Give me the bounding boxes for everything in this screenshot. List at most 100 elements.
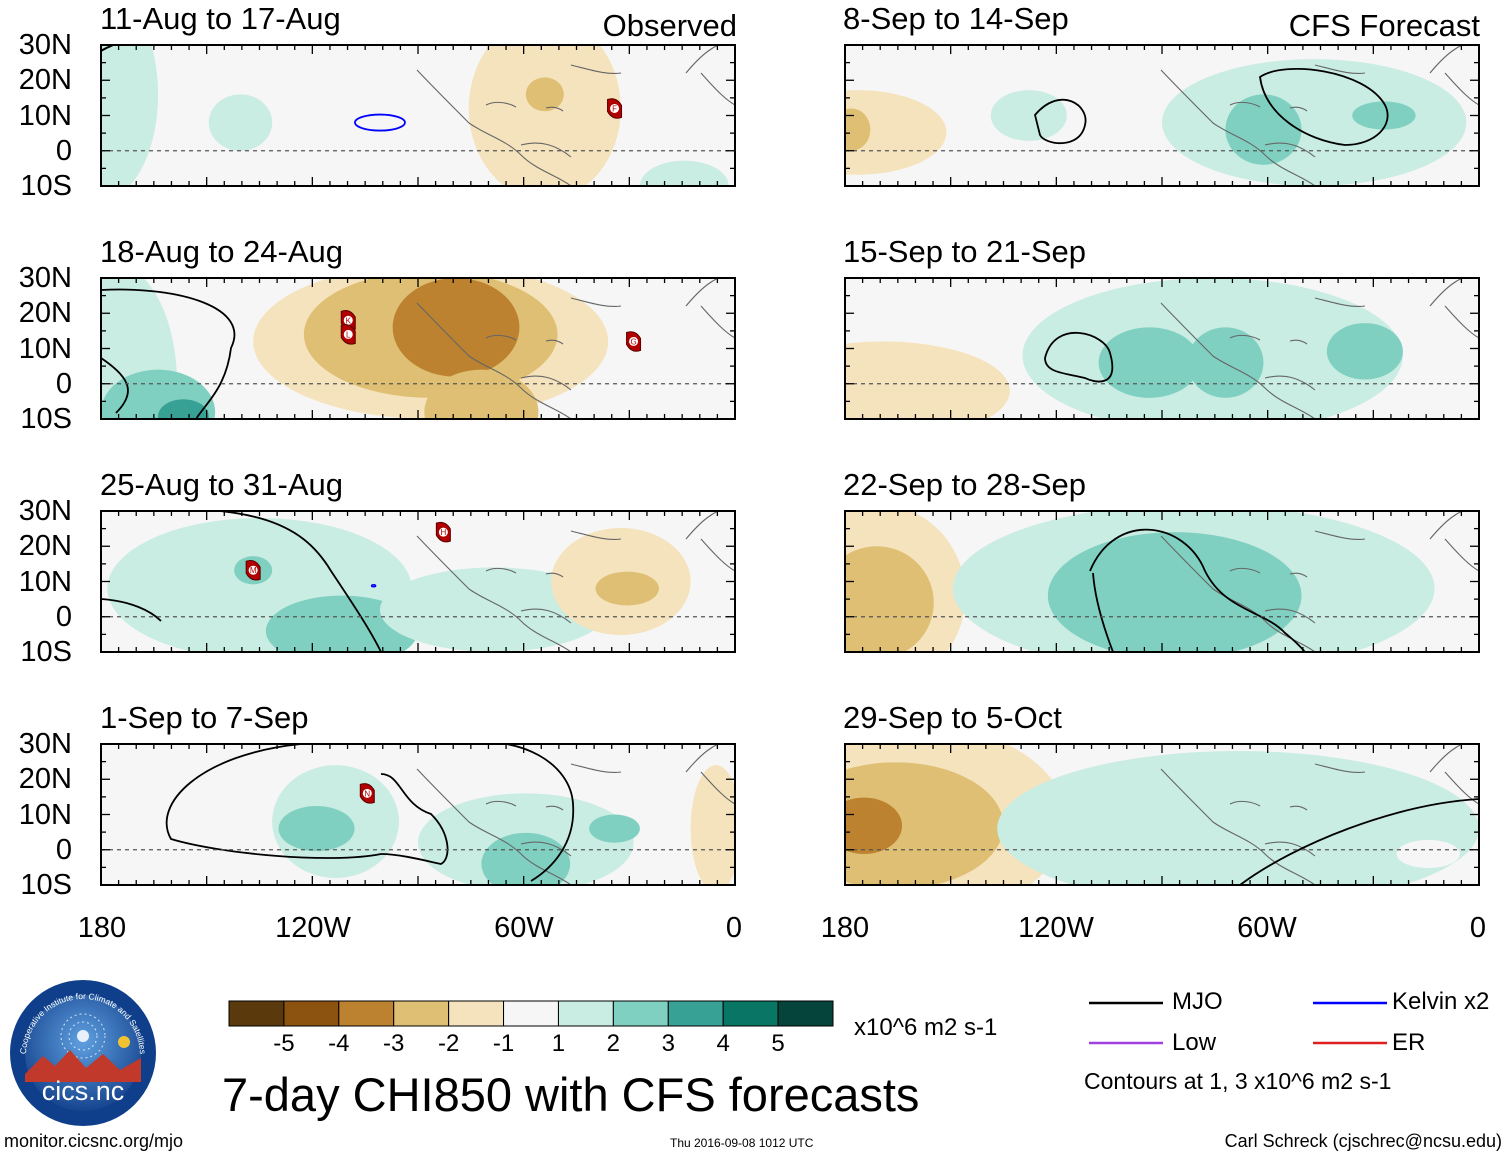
colorbar-swatch xyxy=(228,1000,285,1027)
panel-title-4: 1-Sep to 7-Sep xyxy=(100,700,309,735)
mjo-contour xyxy=(1092,572,1114,652)
panel-title-6: 15-Sep to 21-Sep xyxy=(843,234,1087,269)
coastline xyxy=(416,278,735,419)
lat-label: 0 xyxy=(55,134,72,167)
hurricane-H: H xyxy=(435,521,451,543)
forecast-label: CFS Forecast xyxy=(1288,8,1480,43)
mjo-contour xyxy=(1089,528,1306,652)
panel-title-7: 22-Sep to 28-Sep xyxy=(843,467,1087,502)
hurricane-L: L xyxy=(340,324,356,345)
observed-label: Observed xyxy=(602,8,737,43)
colorbar-tick-label: 2 xyxy=(606,1030,621,1057)
colorbar-tick-label: -3 xyxy=(383,1030,405,1057)
legend-contour-note: Contours at 1, 3 x10^6 m2 s-1 xyxy=(1084,1068,1392,1094)
coastline xyxy=(1160,511,1479,652)
colorbar-swatch xyxy=(338,1000,395,1027)
colorbar-swatch xyxy=(448,1000,505,1027)
legend-lines xyxy=(1089,1001,1387,1045)
lat-label: 0 xyxy=(55,600,72,633)
colorbar-swatch xyxy=(283,1000,340,1027)
lat-label: 30N xyxy=(18,728,72,760)
map-panel-1 xyxy=(100,44,736,187)
mjo-contour xyxy=(101,357,129,414)
mjo-contour xyxy=(101,598,162,622)
lat-label: 10N xyxy=(18,798,72,831)
hurricane-letter: K xyxy=(346,316,352,325)
hurricane-letter: G xyxy=(630,337,636,346)
kelvin-contour xyxy=(370,583,377,588)
panel-title-5: 8-Sep to 14-Sep xyxy=(843,1,1069,36)
panel-title-3: 25-Aug to 31-Aug xyxy=(100,467,344,502)
panel-title-8: 29-Sep to 5-Oct xyxy=(843,700,1062,735)
lat-label: 20N xyxy=(18,64,72,97)
lat-label: 10S xyxy=(20,403,72,435)
coastline xyxy=(1160,278,1479,419)
lat-label: 20N xyxy=(18,297,72,330)
lat-label: 10N xyxy=(18,332,72,365)
colorbar-swatch xyxy=(503,1000,559,1027)
colorbar-tick-label: -5 xyxy=(273,1030,295,1057)
map-panel-5 xyxy=(844,44,1480,187)
map-panel-6 xyxy=(844,277,1480,420)
hurricane-G: G xyxy=(626,331,642,352)
hurricane-letter: N xyxy=(364,789,370,798)
colorbar-swatch xyxy=(722,1000,779,1027)
mjo-contour xyxy=(165,744,449,865)
coastline xyxy=(1160,744,1479,885)
lon-label-120w-left: 120W xyxy=(275,912,351,944)
colorbar-swatch xyxy=(557,1000,614,1027)
chi850-anomaly-field xyxy=(101,511,735,652)
colorbar-tick-label: -2 xyxy=(437,1030,460,1057)
mjo-contour xyxy=(101,288,236,419)
lat-label: 30N xyxy=(18,262,72,294)
colorbar xyxy=(228,1000,834,1027)
chi850-anomaly-field xyxy=(845,45,1479,186)
colorbar-tick-label: 5 xyxy=(771,1030,785,1057)
lat-label: 10S xyxy=(20,869,72,901)
lon-label-0-right: 0 xyxy=(1469,912,1487,944)
legend-kelvin: Kelvin x2 xyxy=(1392,988,1490,1015)
kelvin-contour xyxy=(354,113,406,132)
coastline xyxy=(416,744,735,885)
lon-label-180-right: 180 xyxy=(820,912,870,944)
legend-mjo: MJO xyxy=(1172,988,1223,1015)
legend-er: ER xyxy=(1392,1029,1426,1056)
lon-label-60w-left: 60W xyxy=(494,912,554,944)
hurricane-F: F xyxy=(607,98,623,119)
colorbar-tick-label: 1 xyxy=(551,1030,566,1057)
colorbar-swatch xyxy=(393,1000,450,1027)
hurricane-M: M xyxy=(245,559,261,581)
colorbar-tick-label: -1 xyxy=(492,1030,515,1057)
colorbar-tick-label: -4 xyxy=(328,1030,350,1057)
colorbar-swatch xyxy=(612,1000,669,1027)
lat-label: 0 xyxy=(55,367,72,400)
lon-label-60w-right: 60W xyxy=(1237,912,1297,944)
colorbar-tick-label: 4 xyxy=(716,1030,730,1057)
logo-text: cics.nc xyxy=(42,1076,125,1106)
map-panel-8 xyxy=(844,743,1480,886)
mjo-contour xyxy=(1044,331,1114,383)
cics-logo: cics.nc Cooperative Institute for Climat… xyxy=(10,980,156,1126)
lon-label-180-left: 180 xyxy=(77,912,127,944)
mjo-contour xyxy=(1034,98,1087,145)
lat-label: 20N xyxy=(18,530,72,563)
coastline xyxy=(1160,45,1479,186)
footer-author: Carl Schreck (cjschrec@ncsu.edu) xyxy=(1224,1131,1502,1151)
panel-title-1: 11-Aug to 17-Aug xyxy=(100,1,341,36)
hurricane-letter: L xyxy=(346,330,351,339)
panel-title-2: 18-Aug to 24-Aug xyxy=(100,234,344,269)
colorbar-units: x10^6 m2 s-1 xyxy=(854,1014,998,1041)
main-title: 7-day CHI850 with CFS forecasts xyxy=(222,1068,920,1121)
legend-low: Low xyxy=(1172,1029,1217,1056)
mjo-contour xyxy=(101,511,382,652)
coastline xyxy=(416,511,735,652)
mjo-contour xyxy=(1239,798,1479,885)
lat-label: 30N xyxy=(18,29,72,61)
chi850-anomaly-field xyxy=(845,511,1479,652)
hurricane-N: N xyxy=(359,783,375,804)
colorbar-tick-label: 3 xyxy=(661,1030,675,1057)
lon-label-120w-right: 120W xyxy=(1018,912,1094,944)
map-panel-4 xyxy=(100,743,736,886)
